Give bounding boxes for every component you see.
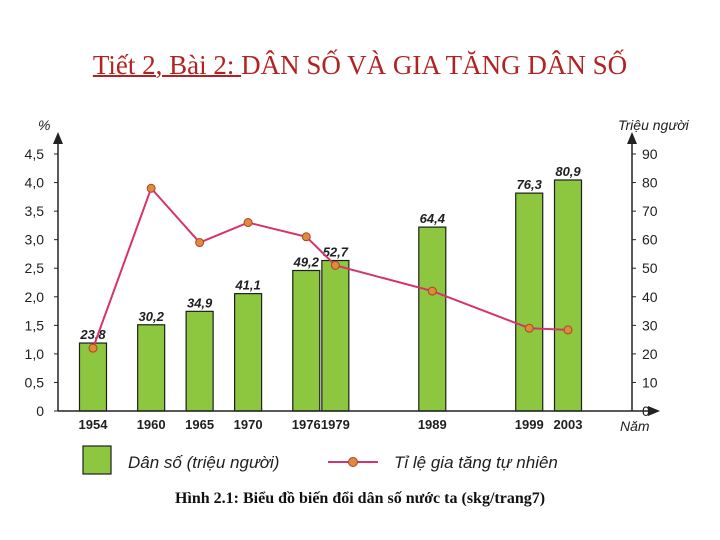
growth-rate-point xyxy=(427,286,437,296)
chart-caption: Hình 2.1: Biểu đồ biến đổi dân số nước t… xyxy=(174,490,546,507)
right-axis-tick-label: 50 xyxy=(642,260,658,276)
population-bar xyxy=(137,324,166,412)
legend-bar-label: Dân số (triệu người) xyxy=(128,453,279,472)
population-bar-label: 23,8 xyxy=(79,327,106,342)
left-axis-tick-label: 0 xyxy=(36,403,44,419)
x-axis-title: Năm xyxy=(620,418,650,434)
x-axis-tick-label: 1976 xyxy=(292,417,321,432)
x-axis-arrow xyxy=(648,406,660,416)
right-axis-tick-label: 60 xyxy=(642,232,658,248)
population-bar-label: 64,4 xyxy=(420,211,446,226)
right-axis-tick-label: 10 xyxy=(642,374,658,390)
legend-bar-swatch xyxy=(82,445,112,475)
population-bar-label: 52,7 xyxy=(323,245,349,260)
growth-rate-point xyxy=(330,260,340,270)
left-axis-title: % xyxy=(38,117,50,133)
slide-title: Tiết 2, Bài 2: DÂN SỐ VÀ GIA TĂNG DÂN SỐ xyxy=(0,50,720,81)
right-axis-tick-label: 40 xyxy=(642,289,658,305)
right-axis-tick-label: 70 xyxy=(642,203,658,219)
x-axis-tick-label: 1954 xyxy=(79,417,109,432)
population-bar xyxy=(553,179,583,412)
right-axis-tick-label: 30 xyxy=(642,317,658,333)
growth-rate-point xyxy=(88,343,98,353)
population-bar xyxy=(292,269,321,412)
right-axis-tick-label: 80 xyxy=(642,175,658,191)
left-axis-tick-label: 1,5 xyxy=(25,317,45,333)
legend-line-label: Tỉ lệ gia tăng tự nhiên xyxy=(394,453,558,472)
population-bar xyxy=(185,310,214,412)
growth-rate-point xyxy=(146,183,156,193)
growth-rate-point xyxy=(301,232,311,242)
growth-rate-point xyxy=(243,218,253,228)
population-bar-label: 80,9 xyxy=(555,164,581,179)
right-axis-arrow xyxy=(627,132,637,144)
left-axis-tick-label: 2,5 xyxy=(25,260,45,276)
left-axis-tick-label: 3,5 xyxy=(25,203,45,219)
x-axis-tick-label: 2003 xyxy=(554,417,583,432)
left-axis-tick-label: 4,0 xyxy=(25,175,45,191)
x-axis-tick-label: 1970 xyxy=(234,417,263,432)
population-bar xyxy=(418,226,447,412)
x-axis-tick-label: 1979 xyxy=(321,417,350,432)
left-axis-tick-label: 1,0 xyxy=(25,346,45,362)
x-axis-tick-label: 1989 xyxy=(418,417,447,432)
x-axis-tick-label: 1960 xyxy=(137,417,166,432)
slide-title-lesson: Tiết 2, Bài 2: xyxy=(92,50,242,80)
slide-title-topic: DÂN SỐ VÀ GIA TĂNG DÂN SỐ xyxy=(241,50,628,80)
population-bar-label: 76,3 xyxy=(517,177,543,192)
population-bar-label: 30,2 xyxy=(139,309,165,324)
growth-rate-point xyxy=(195,238,205,248)
right-axis-tick-label: 90 xyxy=(642,146,658,162)
left-axis-tick-label: 0,5 xyxy=(25,374,45,390)
right-axis-title: Triệu người xyxy=(618,117,690,133)
population-bar xyxy=(234,293,263,412)
right-axis-tick-label: 20 xyxy=(642,346,658,362)
growth-rate-point xyxy=(563,325,573,335)
growth-rate-point xyxy=(524,323,534,333)
left-axis-tick-label: 2,0 xyxy=(25,289,45,305)
population-bar-label: 41,1 xyxy=(234,278,260,293)
legend-line-marker xyxy=(348,457,358,467)
left-axis-arrow xyxy=(53,132,63,144)
population-bar-label: 34,9 xyxy=(187,295,213,310)
x-axis-tick-label: 1999 xyxy=(515,417,544,432)
x-axis-tick-label: 1965 xyxy=(185,417,214,432)
population-bar xyxy=(321,259,350,412)
population-bar-label: 49,2 xyxy=(293,255,320,270)
left-axis-tick-label: 4,5 xyxy=(25,146,45,162)
population-bar xyxy=(515,192,544,412)
left-axis-tick-label: 3,0 xyxy=(25,232,45,248)
population-bar xyxy=(78,342,108,412)
